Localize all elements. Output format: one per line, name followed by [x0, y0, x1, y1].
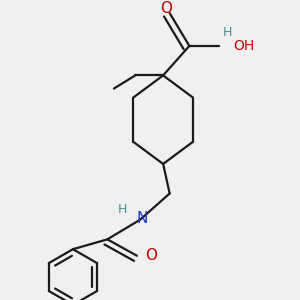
- Text: H: H: [117, 203, 127, 216]
- Text: H: H: [222, 26, 232, 39]
- Text: O: O: [160, 1, 172, 16]
- Text: N: N: [136, 211, 148, 226]
- Text: OH: OH: [234, 39, 255, 53]
- Text: O: O: [145, 248, 157, 263]
